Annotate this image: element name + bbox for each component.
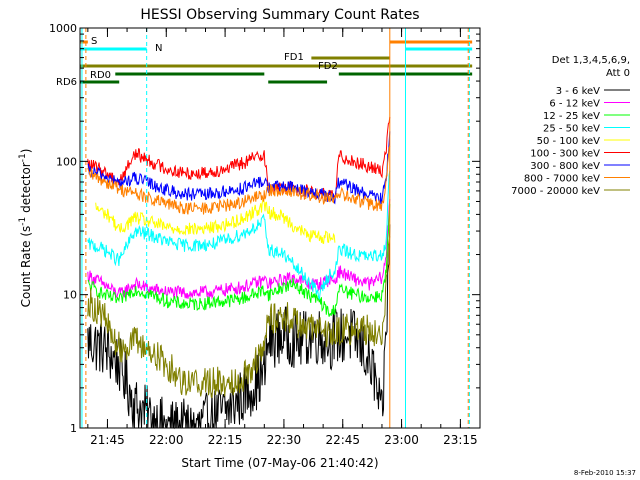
legend-entry-label: 25 - 50 keV bbox=[543, 124, 600, 135]
legend-entry-label: 100 - 300 keV bbox=[530, 149, 600, 160]
flag-label: S bbox=[91, 36, 97, 47]
x-tick-label: 21:45 bbox=[90, 433, 125, 447]
legend-entry-label: 800 - 7000 keV bbox=[524, 174, 600, 185]
flag-label: RD0 bbox=[90, 70, 111, 81]
x-axis: 21:45 22:00 22:15 22:30 22:45 23:00 23:15 bbox=[87, 28, 478, 447]
footer-date: 8-Feb-2010 15:37 bbox=[574, 469, 636, 477]
series-line bbox=[87, 116, 391, 202]
y-tick-label: 1000 bbox=[49, 22, 77, 35]
plot-frame bbox=[79, 27, 481, 429]
flag-bars: S N FD1 FD2 RD0 RD6 bbox=[56, 36, 473, 88]
y-axis: 1 10 100 1000 bbox=[49, 22, 480, 435]
series-line bbox=[87, 145, 391, 215]
y-tick-label: 10 bbox=[63, 289, 77, 302]
chart-title: HESSI Observing Summary Count Rates bbox=[140, 7, 419, 23]
series-line bbox=[87, 198, 391, 300]
legend-entry-label: 300 - 800 keV bbox=[530, 161, 600, 172]
series-line bbox=[87, 236, 391, 399]
series-line bbox=[87, 204, 391, 317]
legend-entry-label: 50 - 100 keV bbox=[537, 136, 601, 147]
series-line bbox=[87, 170, 391, 300]
x-tick-label: 22:00 bbox=[149, 433, 184, 447]
x-tick-label: 22:15 bbox=[208, 433, 243, 447]
x-tick-label: 23:15 bbox=[443, 433, 478, 447]
y-tick-label: 1 bbox=[70, 422, 77, 435]
legend-header-line2: Att 0 bbox=[606, 68, 630, 79]
y-axis-label: Count Rate (s-1 detector-1) bbox=[18, 149, 33, 308]
legend-entry-label: 12 - 25 keV bbox=[543, 111, 600, 122]
x-tick-label: 22:45 bbox=[325, 433, 360, 447]
series-line bbox=[87, 224, 391, 430]
legend-entry-label: 6 - 12 keV bbox=[549, 99, 600, 110]
x-tick-label: 23:00 bbox=[384, 433, 419, 447]
flag-label: RD6 bbox=[56, 77, 77, 88]
legend-entry-label: 7000 - 20000 keV bbox=[511, 186, 600, 197]
series-group bbox=[87, 116, 391, 430]
x-axis-label: Start Time (07-May-06 21:40:42) bbox=[181, 456, 378, 470]
flag-label: N bbox=[155, 43, 162, 54]
series-line bbox=[95, 197, 336, 245]
y-tick-label: 100 bbox=[56, 155, 77, 168]
legend-entry-label: 3 - 6 keV bbox=[556, 86, 600, 97]
legend-header-line1: Det 1,3,4,5,6,9, bbox=[552, 55, 630, 66]
legend: Det 1,3,4,5,6,9, Att 0 3 - 6 keV 6 - 12 k… bbox=[511, 55, 630, 197]
series-line bbox=[87, 131, 391, 206]
x-tick-label: 22:30 bbox=[267, 433, 302, 447]
flag-label: FD1 bbox=[284, 52, 304, 63]
marker-lines bbox=[81, 28, 470, 428]
flag-label: FD2 bbox=[318, 61, 338, 72]
